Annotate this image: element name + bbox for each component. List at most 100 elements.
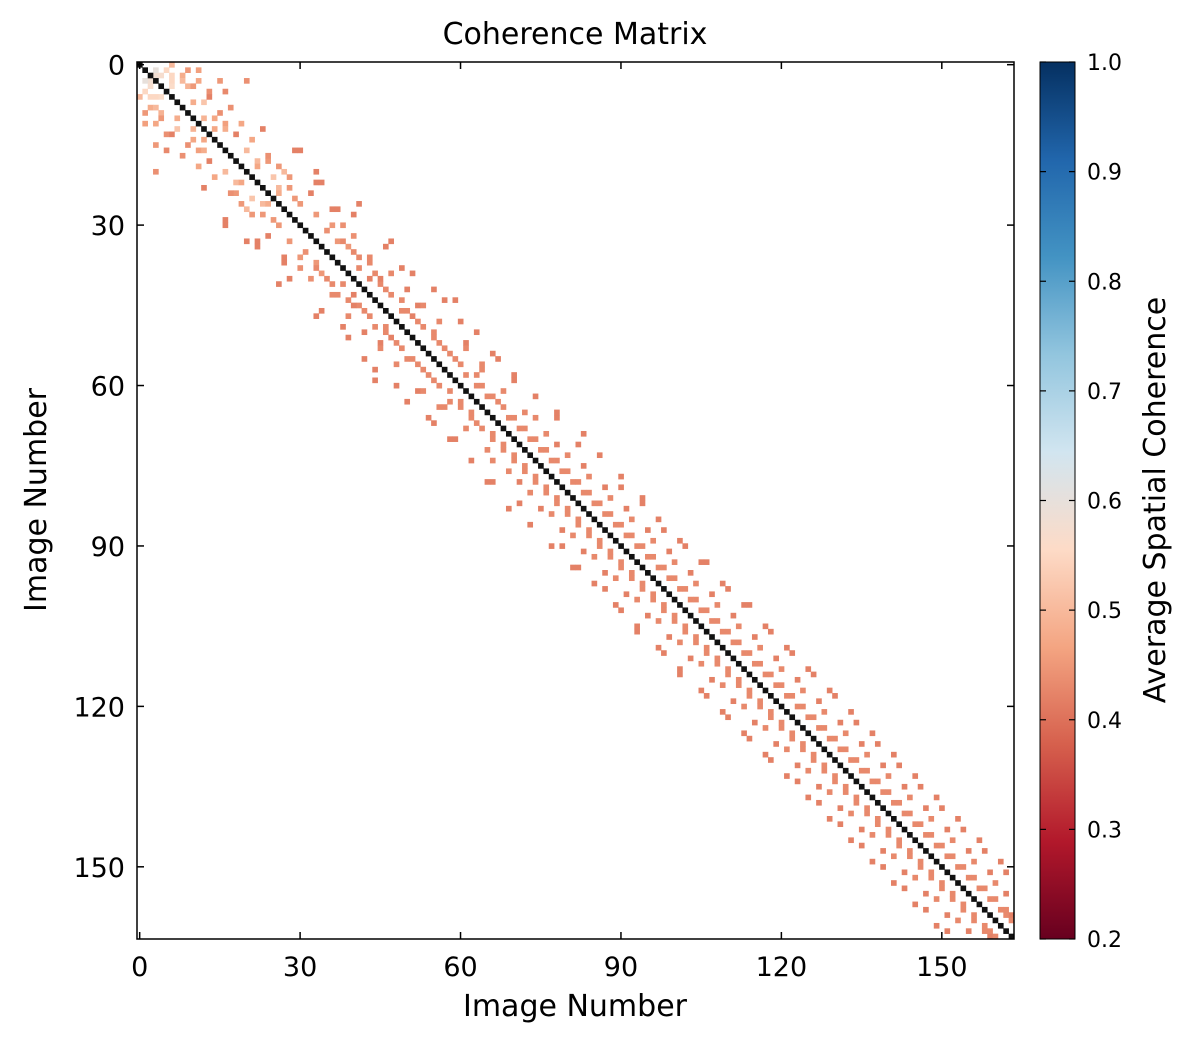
heatmap-cell (233, 190, 239, 196)
diagonal-cell (784, 709, 790, 715)
heatmap-cell (762, 725, 769, 731)
heatmap-cell (682, 628, 689, 635)
heatmap-cell (821, 725, 828, 731)
heatmap-cell (495, 398, 501, 405)
diagonal-cell (596, 521, 603, 528)
heatmap-cell (965, 874, 972, 881)
diagonal-cell (751, 676, 758, 683)
heatmap-cell (382, 324, 389, 330)
heatmap-cell (784, 746, 790, 753)
heatmap-cell (848, 810, 854, 817)
diagonal-cell (142, 67, 148, 73)
heatmap-cell (949, 837, 956, 844)
heatmap-cell (399, 265, 405, 271)
heatmap-cell (917, 864, 924, 870)
heatmap-cell (618, 521, 624, 528)
diagonal-cell (917, 842, 924, 849)
heatmap-cell (570, 479, 576, 485)
heatmap-cell (404, 286, 411, 293)
heatmap-cell (147, 78, 154, 84)
heatmap-cell (677, 586, 683, 592)
heatmap-cell (655, 644, 662, 651)
heatmap-cell (853, 719, 860, 726)
diagonal-cell (254, 179, 261, 186)
heatmap-cell (725, 714, 731, 721)
heatmap-cell (292, 195, 298, 202)
heatmap-cell (436, 340, 443, 346)
diagonal-cell (666, 591, 673, 598)
heatmap-cell (917, 783, 924, 790)
heatmap-cell (286, 275, 293, 282)
colorbar-tick-label: 0.8 (1087, 270, 1122, 295)
heatmap-cell (329, 206, 336, 213)
heatmap-cell (923, 832, 929, 838)
heatmap-cell (142, 88, 148, 95)
heatmap-cell (687, 570, 694, 576)
heatmap-cell (292, 147, 298, 154)
y-tick-label: 120 (73, 692, 125, 723)
diagonal-cell (837, 762, 844, 769)
diagonal-cell (441, 366, 448, 373)
heatmap-cell (415, 361, 421, 368)
heatmap-cell (431, 334, 437, 341)
heatmap-cell (971, 912, 977, 918)
heatmap-cell (891, 880, 897, 886)
heatmap-cell (495, 356, 501, 362)
heatmap-cell (923, 890, 929, 897)
diagonal-cell (361, 286, 368, 293)
diagonal-cell (345, 270, 352, 277)
heatmap-cell (457, 318, 464, 325)
diagonal-cell (388, 313, 394, 319)
x-tick-label: 150 (916, 952, 968, 983)
heatmap-cell (874, 821, 881, 828)
heatmap-cell (874, 741, 881, 747)
heatmap-cell (554, 409, 560, 416)
diagonal-cell (169, 94, 175, 100)
heatmap-cell (746, 687, 753, 694)
heatmap-cell (570, 564, 576, 571)
heatmap-cell (741, 602, 747, 608)
heatmap-cell (655, 516, 662, 523)
diagonal-cell (350, 275, 357, 282)
diagonal-cell (201, 126, 207, 132)
heatmap-cell (174, 115, 181, 122)
heatmap-cell (259, 211, 266, 218)
heatmap-cell (725, 666, 731, 672)
heatmap-cell (639, 586, 646, 592)
diagonal-cell (730, 655, 737, 662)
diagonal-cell (457, 382, 464, 389)
heatmap-cell (602, 484, 608, 491)
heatmap-cell (217, 78, 223, 84)
heatmap-cell (399, 345, 405, 352)
diagonal-cell (324, 249, 330, 255)
heatmap-cell (227, 190, 234, 196)
colorbar-tick-label: 0.3 (1087, 818, 1122, 843)
heatmap-cell (1003, 912, 1009, 918)
heatmap-cell (997, 906, 1004, 913)
heatmap-cell (832, 735, 838, 742)
heatmap-cell (677, 639, 683, 646)
heatmap-cell (452, 436, 459, 442)
heatmap-cell (607, 511, 614, 517)
heatmap-cell (281, 168, 288, 175)
heatmap-cell (195, 163, 202, 170)
diagonal-cell (928, 853, 935, 860)
heatmap-cell (484, 393, 491, 400)
heatmap-cell (821, 762, 828, 769)
heatmap-cell (532, 479, 539, 485)
heatmap-cell (864, 805, 870, 811)
heatmap-cell (516, 479, 523, 485)
heatmap-cell (345, 297, 352, 303)
heatmap-cell (955, 864, 961, 870)
heatmap-cell (163, 67, 170, 73)
heatmap-cell (147, 83, 154, 90)
heatmap-cell (677, 537, 683, 544)
heatmap-cell (158, 94, 165, 100)
colorbar-tick-label: 0.2 (1087, 928, 1122, 953)
heatmap-cell (297, 254, 304, 261)
diagonal-cell (522, 447, 528, 453)
colorbar-tick-label: 0.7 (1087, 380, 1122, 405)
x-tick-label: 60 (443, 952, 477, 983)
heatmap-cell (382, 286, 389, 293)
heatmap-cell (618, 607, 624, 614)
